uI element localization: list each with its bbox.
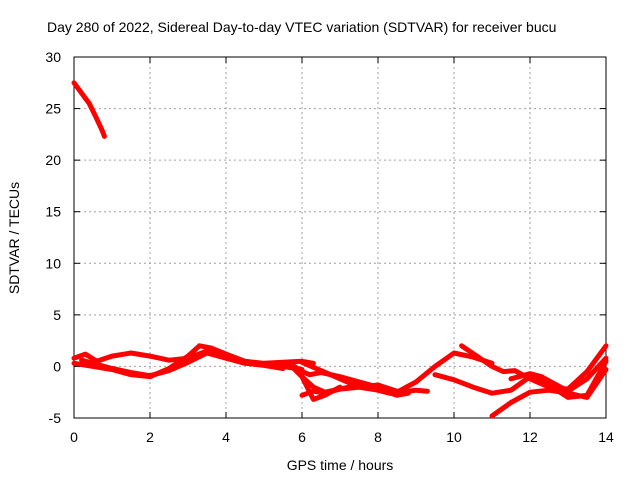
y-tick-label-0: -5: [49, 410, 62, 426]
series-track-13: [508, 355, 609, 394]
y-tick-label-3: 10: [45, 255, 61, 271]
y-tick-label-7: 30: [45, 49, 61, 65]
y-tick-label-4: 15: [45, 204, 61, 220]
x-axis-label: GPS time / hours: [287, 457, 394, 473]
y-tick-label-1: 0: [53, 358, 61, 374]
y-tick-label-5: 20: [45, 152, 61, 168]
series-track-7: [299, 382, 411, 398]
series-track-9: [299, 374, 343, 402]
series-track-8: [299, 359, 400, 394]
x-tick-label-4: 8: [374, 429, 382, 445]
series-track-4: [71, 343, 305, 380]
series-layer: [71, 80, 609, 419]
grid-layer: [74, 57, 606, 418]
x-tick-label-1: 2: [146, 429, 154, 445]
series-track-1: [71, 80, 107, 139]
x-tick-label-3: 6: [298, 429, 306, 445]
y-axis-label: SDTVAR / TECUs: [6, 182, 22, 294]
x-tick-label-5: 10: [446, 429, 462, 445]
chart-title: Day 280 of 2022, Sidereal Day-to-day VTE…: [47, 19, 556, 35]
x-tick-label-7: 14: [598, 429, 614, 445]
plot-frame: [73, 56, 607, 419]
x-tick-label-2: 4: [222, 429, 230, 445]
x-tick-label-6: 12: [522, 429, 538, 445]
label-layer: Day 280 of 2022, Sidereal Day-to-day VTE…: [6, 19, 556, 473]
y-tick-label-2: 5: [53, 307, 61, 323]
series-track-12: [489, 367, 609, 419]
axis-layer: 0 2 4 6 8 10 12 14 -5 0 5 10 15 20 25 30: [45, 49, 614, 445]
x-tick-label-0: 0: [70, 429, 78, 445]
y-tick-label-6: 25: [45, 101, 61, 117]
